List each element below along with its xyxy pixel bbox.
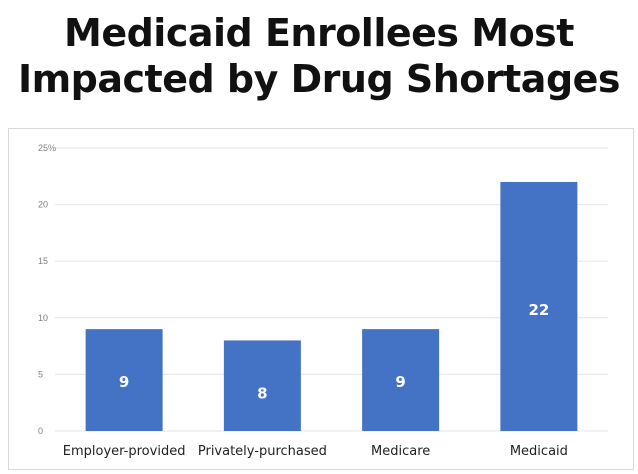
x-category-label: Privately-purchased (198, 444, 327, 459)
data-label: 8 (257, 384, 267, 402)
y-tick-label: 10 (38, 313, 48, 323)
bar (362, 329, 440, 431)
y-tick-label: 5 (38, 369, 43, 379)
x-category-label: Medicaid (510, 444, 568, 459)
bar (223, 340, 301, 431)
x-category-label: Employer-provided (63, 444, 186, 459)
y-tick-label: 0 (38, 426, 43, 436)
y-tick-label: 15 (38, 256, 48, 266)
data-label: 22 (528, 301, 549, 319)
y-tick-label: 25% (38, 143, 56, 153)
bar (500, 181, 578, 431)
chart-title-line-1: Medicaid Enrollees Most (64, 11, 574, 55)
y-tick-label: 20 (38, 200, 48, 210)
data-label: 9 (395, 373, 405, 391)
bar (85, 329, 163, 431)
x-category-label: Medicare (371, 444, 430, 459)
chart-title-line-2: Impacted by Drug Shortages (17, 57, 621, 101)
chart-title: Medicaid Enrollees Most Impacted by Drug… (0, 10, 638, 102)
data-label: 9 (119, 373, 129, 391)
